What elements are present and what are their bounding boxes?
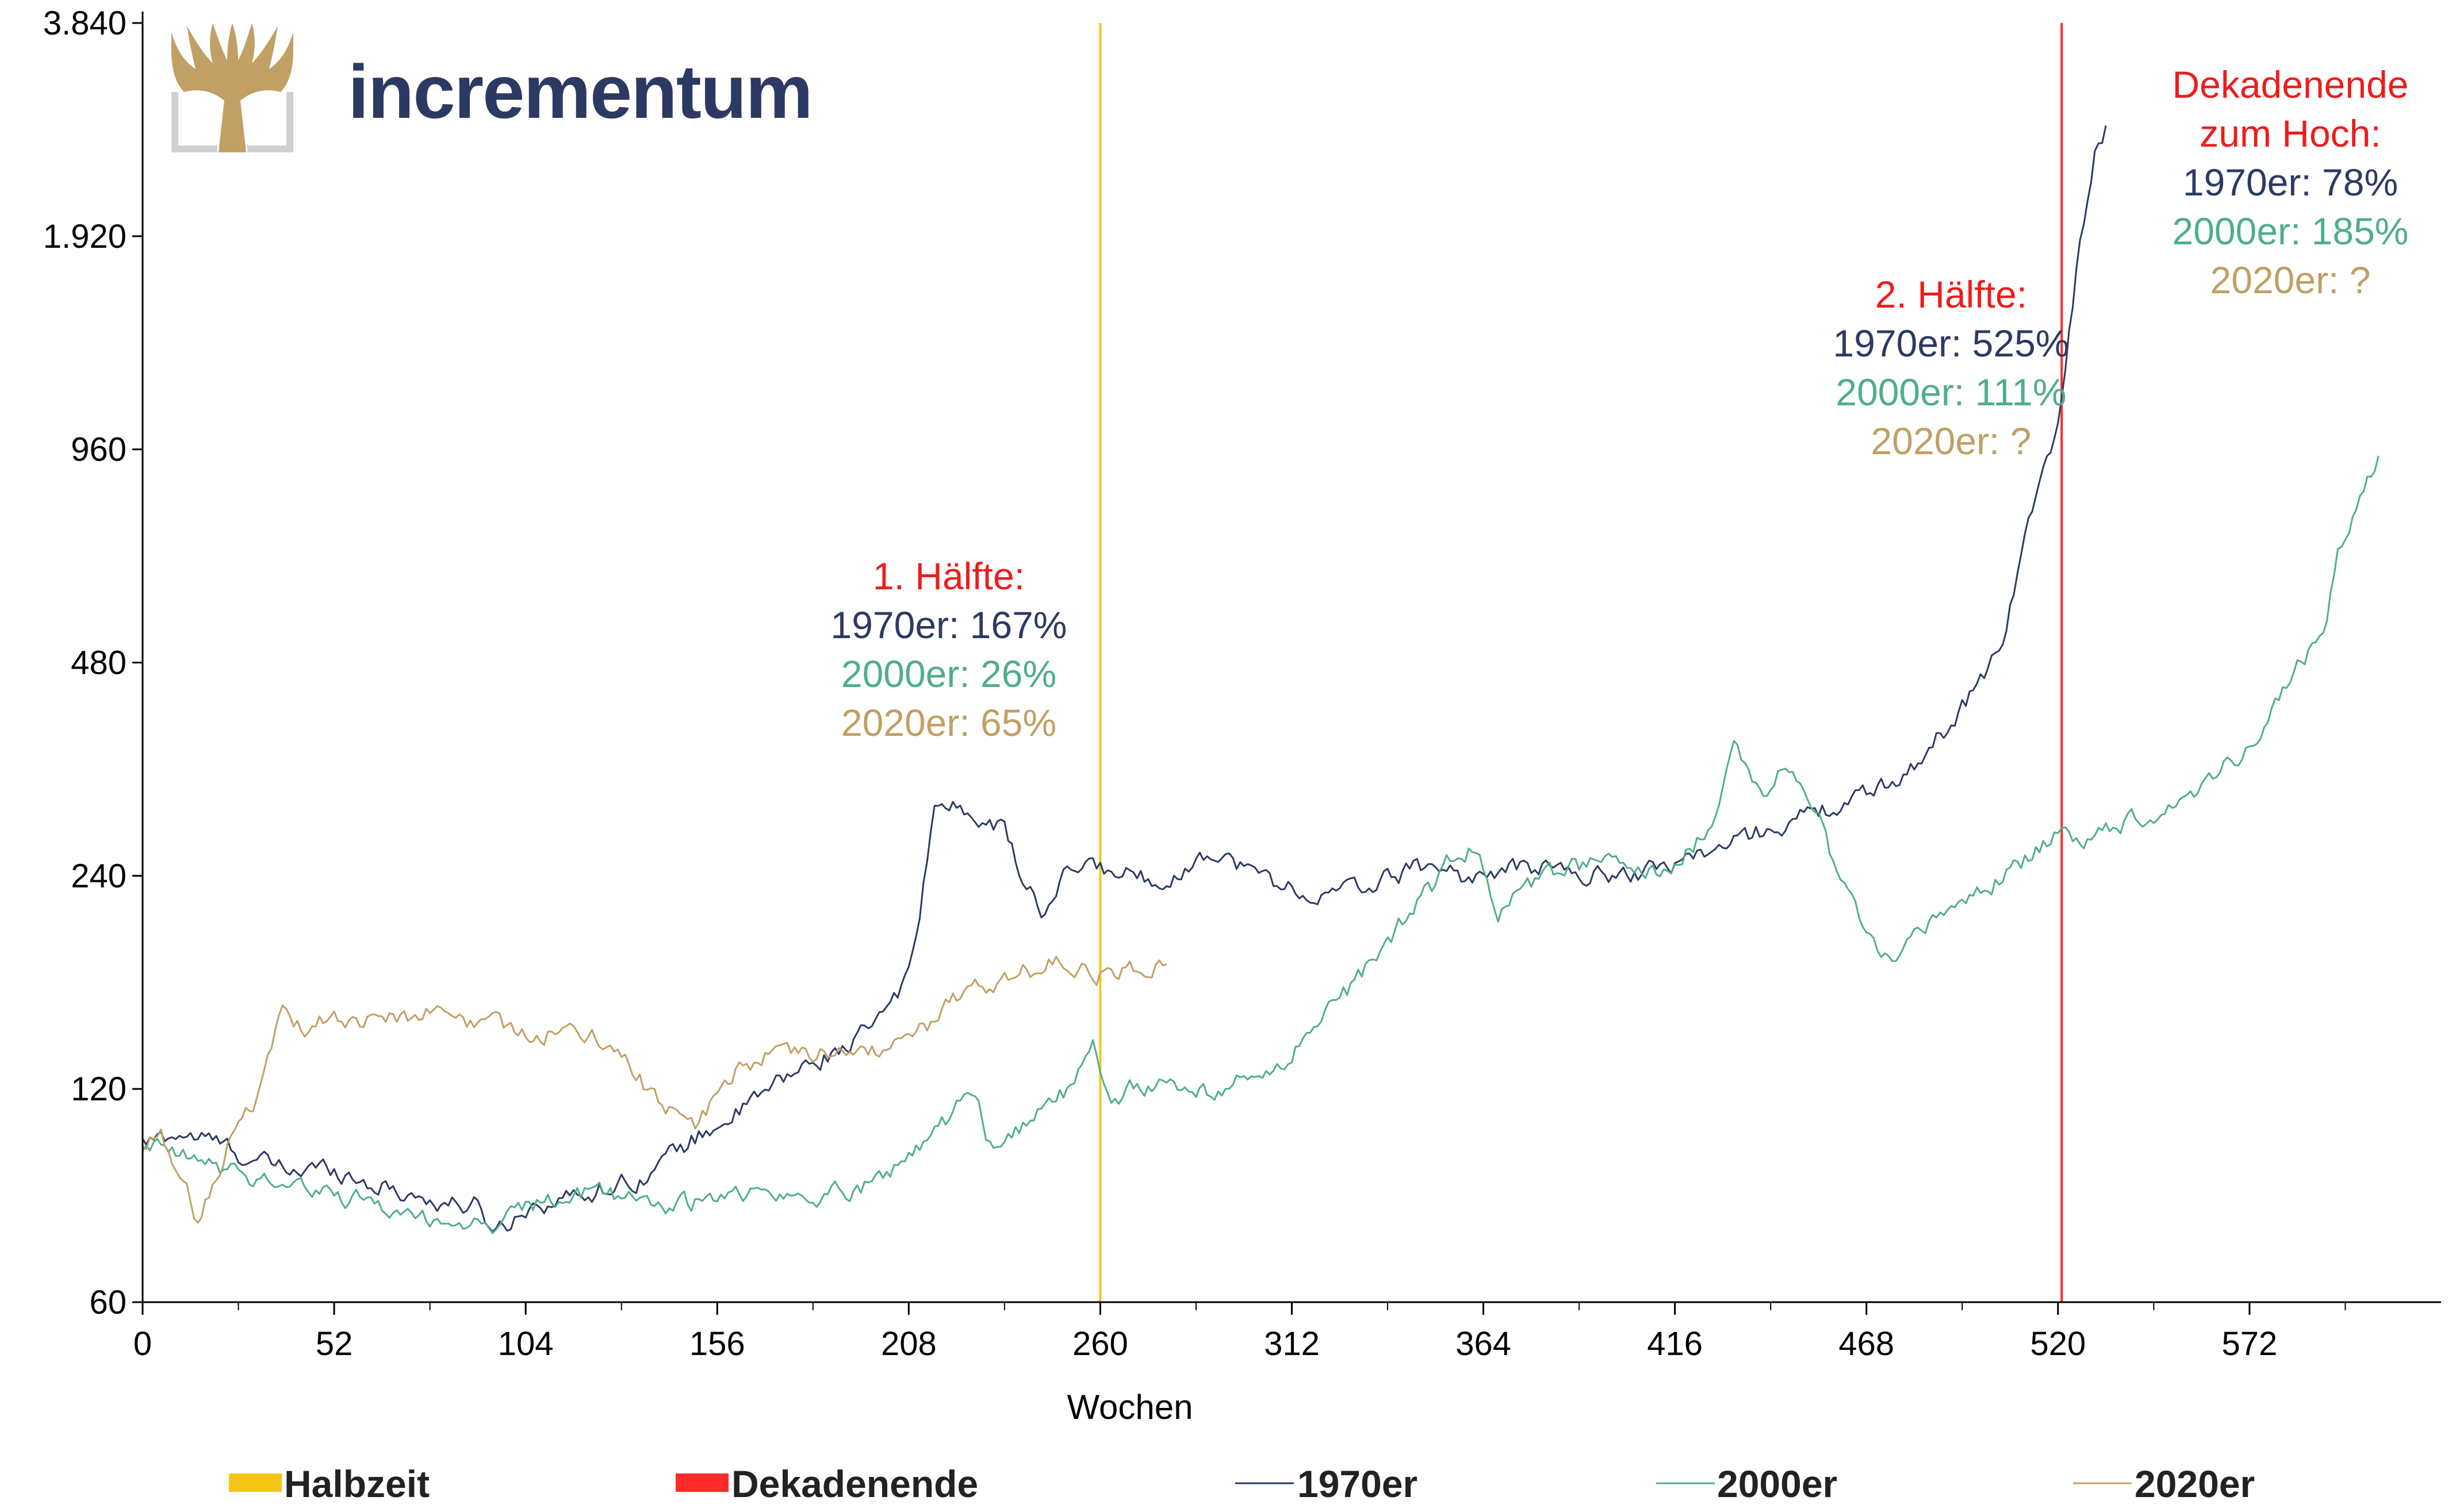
reference-lines [1099, 23, 2063, 1302]
x-tick-label: 520 [2030, 1325, 2086, 1363]
y-tick-label: 960 [71, 431, 127, 469]
x-tick-label: 52 [316, 1325, 353, 1363]
legend-label-1970er: 1970er [1297, 1463, 1417, 1505]
legend-label-halbzeit: Halbzeit [284, 1463, 430, 1505]
x-tick-label: 260 [1072, 1325, 1128, 1363]
series-line-2020er [142, 955, 1167, 1224]
annotation-first-half-2000: 2000er: 26% [841, 653, 1056, 695]
x-tick-label: 0 [133, 1325, 152, 1363]
y-tick-label: 1.920 [43, 218, 127, 255]
series-line-1970er [141, 125, 2107, 1233]
legend-swatch-dekadenende [676, 1473, 729, 1492]
series-lines [141, 125, 2380, 1234]
plot-area: 0 52 104 156 208 260 312 364 416 468 520 572 60 120 24… [43, 5, 2441, 1363]
tree-logo-icon [171, 23, 293, 152]
annotation-first-half-2020: 2020er: 65% [841, 701, 1056, 744]
annotation-second-half-2000: 2000er: 111% [1836, 371, 2066, 413]
y-tick-label: 3.840 [43, 5, 127, 42]
axes: 0 52 104 156 208 260 312 364 416 468 520 572 60 120 24… [43, 5, 2441, 1363]
annotation-first-half-title: 1. Hälfte: [873, 555, 1025, 597]
annotation-decade-end-2000: 2000er: 185% [2173, 210, 2409, 252]
y-tick-label: 60 [89, 1284, 127, 1321]
annotation-decade-end-1970: 1970er: 78% [2183, 161, 2398, 204]
annotation-decade-end-title-2: zum Hoch: [2200, 112, 2381, 155]
x-tick-label: 312 [1264, 1325, 1320, 1363]
x-tick-label: 468 [1838, 1325, 1894, 1363]
annotation-decade-end-2020: 2020er: ? [2210, 259, 2371, 301]
annotation-decade-end-title-1: Dekadenende [2172, 63, 2408, 106]
x-tick-label: 364 [1455, 1325, 1511, 1363]
annotation-second-half-2020: 2020er: ? [1871, 420, 2032, 462]
legend-label-2000er: 2000er [1717, 1463, 1837, 1505]
x-tick-label: 104 [498, 1325, 554, 1363]
x-axis-title: Wochen [1067, 1388, 1193, 1426]
y-tick-label: 480 [71, 644, 127, 682]
x-tick-label: 208 [881, 1325, 937, 1363]
y-tick-label: 120 [71, 1070, 127, 1108]
annotation-first-half-1970: 1970er: 167% [831, 604, 1067, 646]
annotation-first-half: 1. Hälfte: 1970er: 167% 2000er: 26% 2020… [831, 555, 1067, 744]
x-tick-label: 416 [1647, 1325, 1703, 1363]
annotation-second-half: 2. Hälfte: 1970er: 525% 2000er: 111% 202… [1833, 273, 2070, 462]
incrementum-logo: incrementum [171, 23, 813, 152]
annotation-second-half-1970: 1970er: 525% [1833, 322, 2070, 364]
x-tick-label: 572 [2222, 1325, 2278, 1363]
legend-label-2020er: 2020er [2135, 1463, 2255, 1505]
series-line-2000er [141, 455, 2380, 1234]
y-tick-label: 240 [71, 857, 127, 895]
x-tick-label: 156 [689, 1325, 745, 1363]
legend: Halbzeit Dekadenende 1970er 2000er 2020e… [229, 1463, 2255, 1505]
legend-label-dekadenende: Dekadenende [731, 1463, 978, 1505]
legend-swatch-halbzeit [229, 1473, 282, 1492]
annotation-second-half-title: 2. Hälfte: [1875, 273, 2027, 316]
annotation-decade-end: Dekadenende zum Hoch: 1970er: 78% 2000er… [2172, 63, 2408, 301]
brand-name: incrementum [348, 49, 812, 134]
